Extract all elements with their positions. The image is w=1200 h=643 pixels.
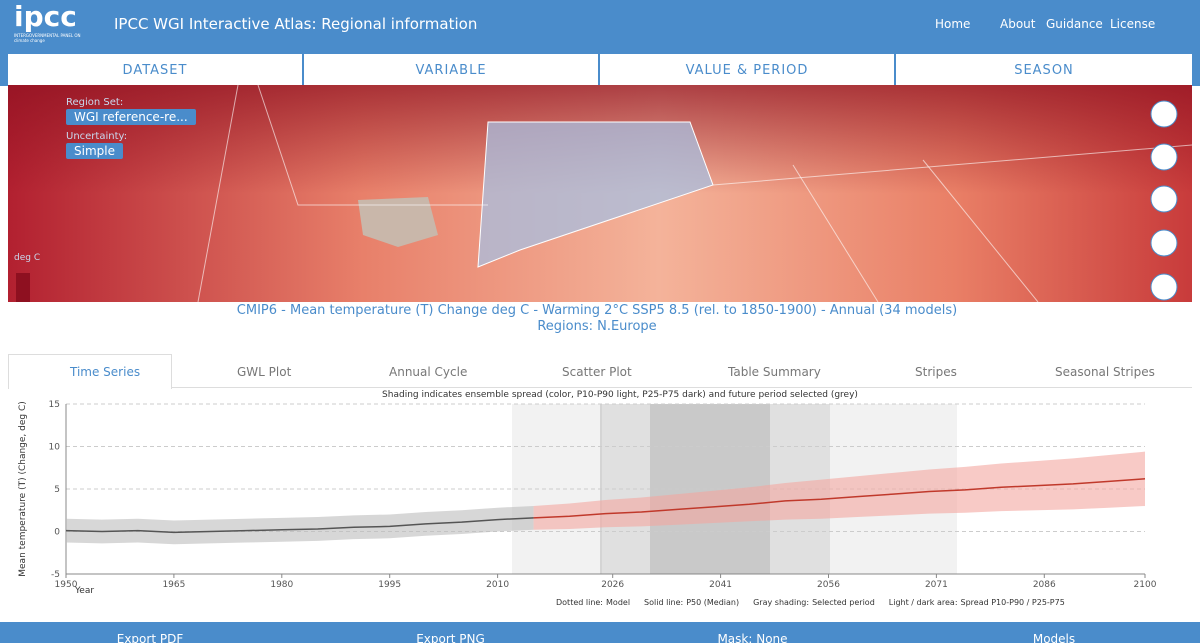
header: ipcc INTERGOVERNMENTAL PANEL ON climate …	[0, 0, 1200, 48]
logo[interactable]: ipcc	[14, 0, 77, 33]
caption-line: CMIP6 - Mean temperature (T) Change deg …	[236, 303, 958, 318]
caption: CMIP6 - Mean temperature (T) Change deg …	[0, 303, 1194, 335]
y-tick-label: 5	[54, 485, 60, 495]
footer-bar	[0, 622, 1200, 643]
note-key: Dotted line:	[556, 598, 604, 607]
tab[interactable]: GWL Plot	[237, 365, 292, 379]
median-line	[533, 478, 1146, 519]
x-axis-label: Year	[74, 586, 94, 596]
note-key: Gray shading:	[753, 598, 810, 607]
unit-label: deg C	[14, 253, 41, 263]
x-tick-label: 2041	[709, 580, 732, 590]
y-tick-label: 0	[54, 528, 60, 538]
region-set-select[interactable]: WGI reference-re...	[66, 109, 196, 125]
uncertainty-select[interactable]: Simple	[66, 143, 123, 159]
map-controls[interactable]	[1150, 100, 1178, 301]
label: DATASET	[122, 62, 188, 78]
tab-rule	[8, 387, 1192, 388]
chart: Shading indicates ensemble spread (color…	[18, 390, 1157, 596]
masked-area	[358, 197, 438, 247]
note-value: P50 (Median)	[686, 598, 740, 607]
note: Solid line: P50 (Median)	[644, 598, 739, 607]
x-tick-label: 2056	[817, 580, 840, 590]
x-tick-label: 2100	[1134, 580, 1157, 590]
tab[interactable]: Stripes	[915, 365, 957, 379]
x-tick-label: 1995	[378, 580, 401, 590]
label: VARIABLE	[415, 62, 487, 78]
y-tick-label: 10	[49, 443, 61, 453]
x-tick-label: 2026	[601, 580, 624, 590]
uncertainty-label: Uncertainty:	[66, 131, 128, 142]
variable-menu[interactable]: VARIABLE	[304, 54, 598, 86]
active-tab-box	[8, 354, 172, 389]
nav-home[interactable]: Home	[935, 17, 971, 31]
tab[interactable]: Seasonal Stripes	[1055, 365, 1155, 379]
note-value: Selected period	[812, 598, 875, 607]
y-tick-label: 15	[49, 400, 60, 410]
x-tick-label: 1950	[55, 580, 78, 590]
logo-sub: INTERGOVERNMENTAL PANEL ON climate chang…	[14, 33, 81, 43]
tab[interactable]: Table Summary	[728, 365, 821, 379]
label: SEASON	[1014, 62, 1074, 78]
dataset-menu[interactable]: DATASET	[8, 54, 302, 86]
mask-button[interactable]: Mask: None	[717, 632, 788, 643]
median-line	[65, 517, 534, 534]
nav-about[interactable]: About	[1000, 17, 1036, 31]
x-tick-label: 1980	[270, 580, 293, 590]
map[interactable]: Region Set: WGI reference-re... Uncertai…	[8, 85, 1192, 302]
x-tick-label: 1965	[162, 580, 185, 590]
chart-notes: Dotted line: Model Solid line: P50 (Median)…	[556, 598, 1065, 607]
chart-title: Shading indicates ensemble spread (color…	[382, 390, 858, 400]
tab[interactable]: Time Series	[70, 365, 141, 379]
season-menu[interactable]: SEASON	[896, 54, 1192, 86]
note-key: Solid line:	[644, 598, 684, 607]
toolbar: DATASET VARIABLE VALUE & PERIOD SEASON	[0, 48, 1200, 86]
tab[interactable]: Annual Cycle	[389, 365, 468, 379]
label: VALUE & PERIOD	[685, 62, 809, 78]
note: Dotted line: Model	[556, 598, 630, 607]
region-set-label: Region Set:	[66, 97, 124, 108]
y-axis-label: Mean temperature (T) (Change, deg C)	[18, 401, 28, 577]
note-key: Light / dark area:	[888, 598, 958, 607]
map-canvas	[8, 85, 1192, 302]
spread-band	[66, 506, 534, 545]
color-legend	[16, 273, 30, 302]
nav-license[interactable]: License	[1110, 17, 1156, 31]
x-tick-label: 2086	[1033, 580, 1056, 590]
tab[interactable]: Scatter Plot	[562, 365, 632, 379]
period-menu[interactable]: VALUE & PERIOD	[600, 54, 894, 86]
caption-line: Regions: N.Europe	[537, 319, 657, 334]
selected-region[interactable]	[477, 121, 714, 268]
note: Gray shading: Selected period	[753, 598, 875, 607]
y-tick-label: -5	[51, 570, 60, 580]
export-png[interactable]: Export PNG	[416, 632, 485, 643]
note-value: Model	[606, 598, 631, 607]
spread-band	[533, 451, 1145, 530]
x-tick-label: 2010	[486, 580, 509, 590]
note-value: Spread P10-P90 / P25-P75	[960, 598, 1065, 607]
note: Light / dark area: Spread P10-P90 / P25-P…	[889, 598, 1065, 607]
x-tick-label: 2071	[925, 580, 948, 590]
app-title: IPCC WGI Interactive Atlas: Regional inf…	[114, 15, 478, 33]
models-button[interactable]: Models	[1032, 632, 1076, 643]
nav-guidance[interactable]: Guidance	[1046, 17, 1103, 31]
export-pdf[interactable]: Export PDF	[116, 632, 184, 643]
region-borders	[197, 85, 1192, 302]
